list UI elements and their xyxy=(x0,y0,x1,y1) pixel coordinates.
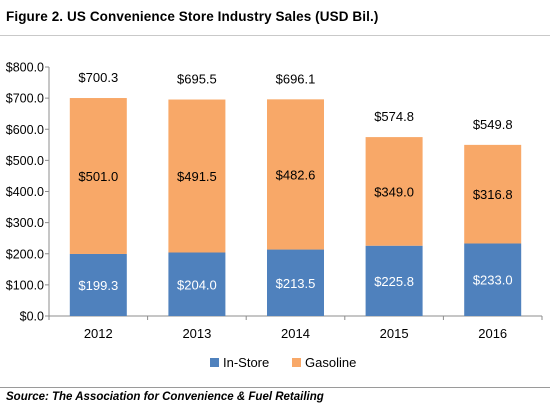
x-tick-label: 2014 xyxy=(281,326,310,341)
bar-segment-gasoline xyxy=(69,98,127,254)
data-label: $225.8 xyxy=(374,274,414,289)
chart-title: Figure 2. US Convenience Store Industry … xyxy=(6,9,379,24)
data-label: $501.0 xyxy=(78,169,118,184)
legend-swatch xyxy=(210,358,219,367)
y-tick-label: $700.0 xyxy=(6,92,44,106)
source-divider xyxy=(0,387,550,388)
total-label: $574.8 xyxy=(374,109,414,124)
legend-label: In-Store xyxy=(223,355,269,370)
bar-segment-in-store xyxy=(168,252,226,316)
legend-swatch xyxy=(292,358,301,367)
bar-segment-in-store xyxy=(365,245,423,316)
data-label: $233.0 xyxy=(473,273,513,288)
data-label: $482.6 xyxy=(276,167,316,182)
data-label: $213.5 xyxy=(276,276,316,291)
bar-segment-gasoline xyxy=(365,137,423,246)
y-tick-label: $0.0 xyxy=(20,310,44,324)
data-label: $316.8 xyxy=(473,187,513,202)
x-tick-label: 2016 xyxy=(478,326,507,341)
y-tick-label: $400.0 xyxy=(6,185,44,199)
data-label: $349.0 xyxy=(374,184,414,199)
x-tick-label: 2012 xyxy=(84,326,113,341)
legend-label: Gasoline xyxy=(305,355,356,370)
total-label: $696.1 xyxy=(276,71,316,86)
total-label: $695.5 xyxy=(177,72,217,87)
bar-segment-gasoline xyxy=(464,144,522,244)
y-tick-label: $500.0 xyxy=(6,154,44,168)
data-label: $204.0 xyxy=(177,277,217,292)
bar-segment-in-store xyxy=(69,253,127,316)
bar-segment-gasoline xyxy=(168,99,226,253)
y-tick-label: $100.0 xyxy=(6,278,44,292)
x-tick-label: 2015 xyxy=(380,326,409,341)
y-tick-label: $300.0 xyxy=(6,216,44,230)
x-tick-label: 2013 xyxy=(182,326,211,341)
total-label: $549.8 xyxy=(473,117,513,132)
y-tick-label: $800.0 xyxy=(6,61,44,75)
data-label: $491.5 xyxy=(177,169,217,184)
y-tick-label: $200.0 xyxy=(6,247,44,261)
bar-segment-in-store xyxy=(464,243,522,316)
bar-segment-in-store xyxy=(267,249,324,316)
title-divider xyxy=(0,35,550,36)
data-label: $199.3 xyxy=(78,278,118,293)
y-tick-label: $600.0 xyxy=(6,123,44,137)
total-label: $700.3 xyxy=(78,70,118,85)
source-note: Source: The Association for Convenience … xyxy=(6,391,324,403)
bar-segment-gasoline xyxy=(267,99,324,250)
